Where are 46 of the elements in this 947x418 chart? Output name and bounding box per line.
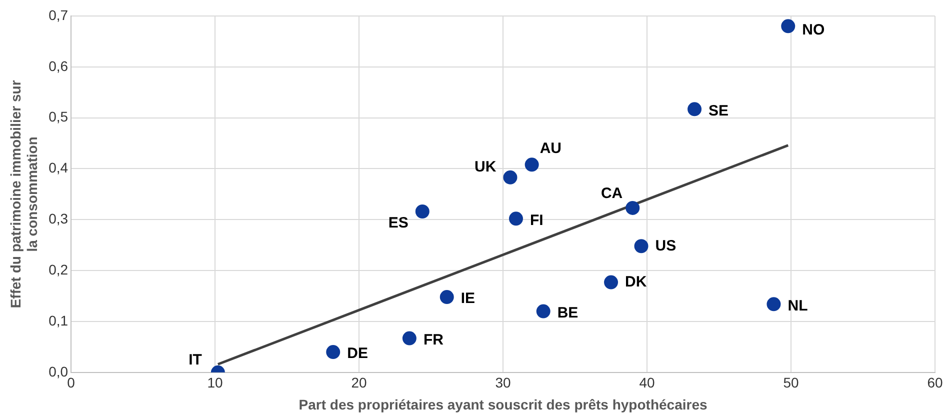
annotation: DK (625, 273, 647, 290)
point (440, 290, 454, 304)
annotation: IE (460, 290, 476, 308)
y-tick-label: 0,6 (48, 58, 68, 74)
point (688, 102, 702, 116)
annotation: UK (474, 158, 496, 176)
y-axis-title: Effet du patrimoine immobilier sur la consommation (7, 80, 40, 308)
x-tick-label: 40 (639, 374, 656, 391)
x-tick-label: 60 (927, 374, 943, 391)
point (415, 204, 430, 219)
point (326, 345, 340, 360)
annotation: NL (788, 297, 808, 314)
point (524, 158, 539, 172)
y-tick-label: 0,1 (48, 312, 68, 328)
annotation: AU (540, 140, 562, 157)
annotation: IT (188, 352, 202, 369)
annotation: ES (388, 214, 408, 232)
y-tick-label: 0,4 (48, 160, 68, 176)
x-tick-label: 10 (207, 374, 224, 391)
point (634, 239, 648, 254)
x-tick-label: 20 (351, 374, 368, 391)
annotation: FR (423, 331, 444, 348)
point (503, 170, 518, 184)
point (766, 297, 781, 312)
annotation: NO (802, 21, 825, 38)
annotation: BE (557, 304, 578, 322)
y-tick-label: 0,3 (48, 210, 68, 227)
point (626, 200, 640, 215)
annotation: DE (347, 345, 368, 362)
y-tick-label: 0,0 (48, 363, 68, 380)
annotation: FI (530, 212, 544, 229)
annotation: CA (600, 185, 623, 202)
point (604, 275, 618, 290)
y-tick-label: 0,2 (48, 261, 68, 278)
y-tick-label: 0,7 (48, 6, 68, 23)
point (402, 331, 416, 346)
point (508, 212, 523, 226)
x-axis-title: Part des propriétaires ayant souscrit des prêts hypothécaires (298, 396, 708, 412)
x-tick-label: 50 (783, 374, 800, 391)
x-tick-label: 30 (495, 374, 512, 391)
annotation: US (655, 237, 676, 254)
point (536, 304, 550, 318)
x-tick-label: 0 (67, 374, 76, 391)
point (781, 19, 796, 34)
y-tick-label: 0,5 (48, 108, 68, 125)
annotation: SE (708, 102, 729, 120)
